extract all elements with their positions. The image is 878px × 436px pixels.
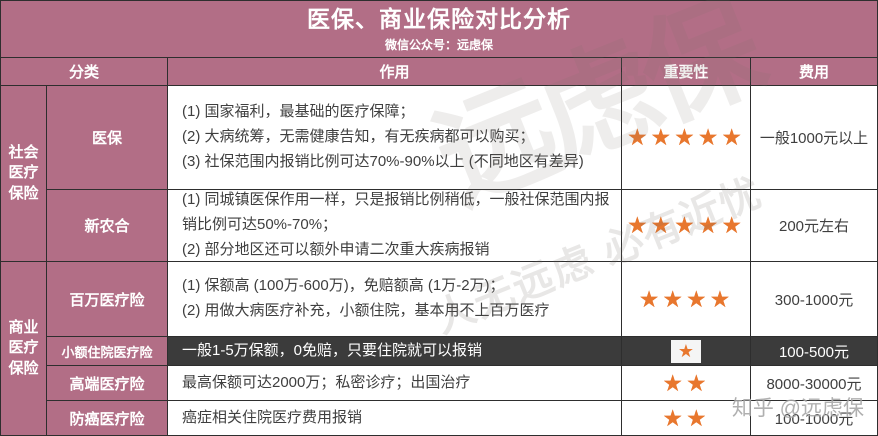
title-bar: 医保、商业保险对比分析 微信公众号：远虑保 (0, 0, 878, 57)
row-xiaoe-effect: 一般1-5万保额，0免赔，只要住院就可以报销 (168, 337, 621, 365)
row-gaoduan-effect: 最高保额可达2000万；私密诊疗；出国治疗 (168, 366, 621, 400)
row-xiaoe-cost: 100-500元 (751, 337, 877, 365)
row-fangai-name: 防癌医疗险 (47, 401, 167, 435)
row-xinnonghe-name: 新农合 (47, 190, 167, 261)
row-xiaoe-importance: ★ (622, 337, 750, 365)
group-social-medical: 社会 医疗 保险 (1, 86, 46, 261)
row-yibao-cost: 一般1000元以上 (751, 86, 877, 189)
star-rating: ★★★★★ (626, 124, 746, 150)
row-yibao-effect: (1) 国家福利，最基础的医疗保障； (2) 大病统筹，无需健康告知，有无疾病都… (168, 86, 621, 189)
star-rating: ★★★★★ (626, 212, 746, 238)
star-rating: ★ (677, 340, 695, 361)
row-gaoduan-importance: ★★ (622, 366, 750, 400)
row-xinnonghe-effect: (1) 同城镇医保作用一样，只是报销比例稍低，一般社保范围内报销比例可达50%-… (168, 190, 621, 261)
group-commercial-medical: 商业 医疗 保险 (1, 262, 46, 435)
row-xinnonghe-importance: ★★★★★ (622, 190, 750, 261)
row-fangai-effect: 癌症相关住院医疗费用报销 (168, 401, 621, 435)
row-baiwan-effect: (1) 保额高 (100万-600万)，免赔额高 (1万-2万)； (2) 用做… (168, 262, 621, 336)
column-header-category: 分类 (1, 58, 167, 85)
row-baiwan-name: 百万医疗险 (47, 262, 167, 336)
page-subtitle: 微信公众号：远虑保 (384, 37, 493, 52)
row-yibao-name: 医保 (47, 86, 167, 189)
column-header-effect: 作用 (168, 58, 621, 85)
column-header-importance: 重要性 (622, 58, 750, 85)
row-xiaoe-name: 小额住院医疗险 (47, 337, 167, 365)
row-gaoduan-name: 高端医疗险 (47, 366, 167, 400)
row-xinnonghe-cost: 200元左右 (751, 190, 877, 261)
star-rating: ★★★★ (638, 285, 734, 312)
row-yibao-importance: ★★★★★ (622, 86, 750, 189)
row-baiwan-importance: ★★★★ (622, 262, 750, 336)
row-fangai-cost: 100-1000元 (751, 401, 877, 435)
page-title: 医保、商业保险对比分析 (307, 6, 571, 33)
star-box: ★ (670, 339, 702, 363)
star-rating: ★★ (662, 404, 710, 431)
comparison-table: 分类 作用 重要性 费用 社会 医疗 保险 商业 医疗 保险 医保 (1) 国家… (0, 57, 878, 436)
row-gaoduan-cost: 8000-30000元 (751, 366, 877, 400)
star-rating: ★★ (662, 369, 710, 396)
row-baiwan-cost: 300-1000元 (751, 262, 877, 336)
row-fangai-importance: ★★ (622, 401, 750, 435)
column-header-cost: 费用 (751, 58, 877, 85)
